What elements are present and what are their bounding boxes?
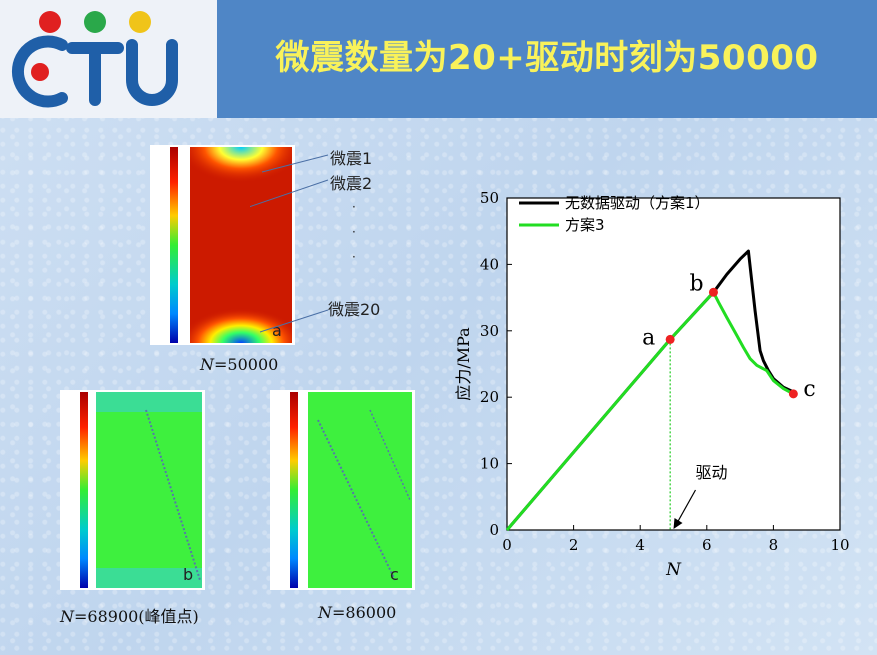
annotation-microseism-1: 微震1 xyxy=(330,149,373,168)
point-label-c: c xyxy=(803,377,815,402)
point-a xyxy=(665,334,675,344)
y-tick-label: 40 xyxy=(480,255,499,273)
annotation-dot-3: · xyxy=(352,250,356,264)
contour-image-b xyxy=(60,390,205,590)
simulation-panel-c: c xyxy=(270,390,415,590)
contour-image-a xyxy=(150,145,295,345)
legend-label-1: 无数据驱动（方案1） xyxy=(565,194,710,212)
simulation-panel-b: b xyxy=(60,390,205,590)
point-b xyxy=(708,287,718,297)
logo xyxy=(0,0,217,118)
point-label-b: b xyxy=(689,271,703,296)
y-tick-label: 30 xyxy=(480,322,499,340)
driving-arrow-line xyxy=(675,489,697,525)
driving-arrow-head xyxy=(673,518,683,529)
annotation-dot-2: · xyxy=(352,225,356,239)
point-c xyxy=(788,389,798,399)
header-bar: 微震数量为20+驱动时刻为50000 xyxy=(217,0,877,118)
stress-chart-svg: 0 2 4 6 8 10 0 10 20 30 40 50 N 应力/MPa a b c 驱动 无数据驱动（方案1）… xyxy=(454,189,850,580)
plot-frame xyxy=(506,197,841,531)
y-tick-label: 10 xyxy=(480,455,499,473)
y-tick-label: 50 xyxy=(480,189,499,207)
corner-label-a: a xyxy=(272,321,282,340)
x-tick-label: 10 xyxy=(830,536,849,554)
x-tick-label: 8 xyxy=(769,536,779,554)
annotation-microseism-2: 微震2 xyxy=(330,174,373,193)
x-tick-label: 4 xyxy=(635,536,645,554)
caption-a: N=50000 xyxy=(200,355,279,374)
legend-label-2: 方案3 xyxy=(565,216,605,234)
contour-image-c xyxy=(270,390,415,590)
corner-label-c: c xyxy=(390,565,399,584)
annotation-arrows xyxy=(250,154,329,333)
slide-title: 微震数量为20+驱动时刻为50000 xyxy=(275,38,819,78)
caption-b: N=68900(峰值点) xyxy=(60,607,199,626)
y-axis-label: 应力/MPa xyxy=(454,327,473,401)
x-tick-label: 0 xyxy=(502,536,512,554)
annotation-dot-1: · xyxy=(352,200,356,214)
annotation-microseism-20: 微震20 xyxy=(328,300,381,319)
simulation-panel-a: a xyxy=(150,145,295,345)
driving-annotation: 驱动 xyxy=(696,463,728,482)
point-label-a: a xyxy=(642,325,655,350)
corner-label-b: b xyxy=(183,565,194,584)
stress-chart: 0 2 4 6 8 10 0 10 20 30 40 50 N 应力/MPa a b c 驱动 无数据驱动（方案1）… xyxy=(440,180,870,590)
x-tick-label: 2 xyxy=(569,536,579,554)
x-tick-label: 6 xyxy=(702,536,712,554)
logo-graphic xyxy=(11,11,178,108)
caption-c: N=86000 xyxy=(318,603,397,622)
x-axis-label: N xyxy=(665,560,682,580)
y-tick-label: 0 xyxy=(489,521,499,539)
y-tick-label: 20 xyxy=(480,388,499,406)
